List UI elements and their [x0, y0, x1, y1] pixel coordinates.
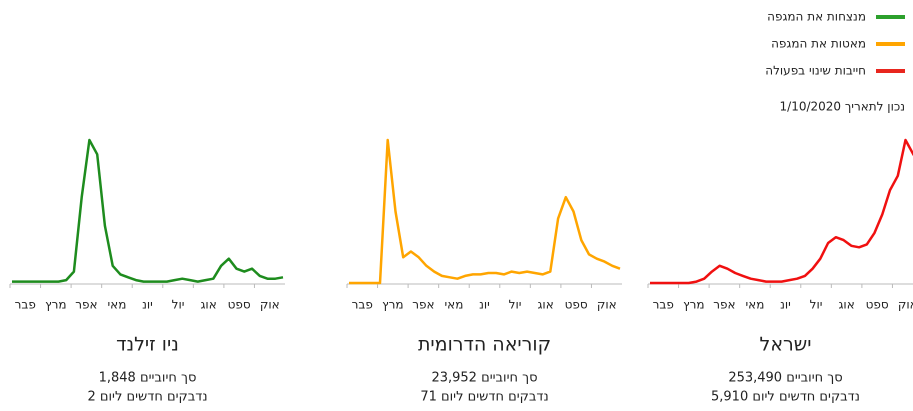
data-line [12, 138, 284, 283]
chart-title: קוריאה הדרומית [418, 334, 551, 356]
total-cases: סך חיוביים 23,952 [431, 371, 537, 386]
x-tick-label: אפר [713, 298, 735, 312]
x-tick-label: אוק [597, 298, 617, 312]
chart-title: ישראל [760, 334, 812, 356]
x-tick-label: אוק [260, 298, 280, 312]
total-cases: סך חיוביים 1,848 [99, 371, 197, 386]
daily-cases: נדבקים חדשים ליום 5,910 [711, 390, 860, 405]
x-tick-label: אוק [898, 298, 913, 312]
x-tick-label: יול [172, 298, 185, 312]
x-tick-label: יול [810, 298, 823, 312]
data-line [650, 138, 913, 285]
data-line [349, 138, 621, 285]
x-tick-label: מרץ [683, 298, 704, 312]
x-tick-label: מאי [108, 298, 127, 312]
x-tick-label: מרץ [45, 298, 66, 312]
x-tick-label: ספט [228, 298, 251, 312]
as-of-note: נכון לתאריך 1/10/2020 [780, 100, 905, 114]
x-tick-label: פבר [653, 298, 674, 312]
x-tick-label: פבר [352, 298, 373, 312]
total-cases: סך חיוביים 253,490 [728, 371, 842, 386]
x-tick-label: יונ [142, 298, 153, 312]
x-tick-label: מאי [746, 298, 765, 312]
chart-title: ניו זילנד [116, 334, 179, 356]
daily-cases: נדבקים חדשים ליום 71 [420, 390, 548, 405]
x-tick-label: יול [509, 298, 522, 312]
x-tick-label: אפר [412, 298, 434, 312]
x-tick-label: יונ [780, 298, 791, 312]
x-tick-label: מרץ [382, 298, 403, 312]
x-tick-label: אוג [200, 298, 216, 312]
daily-cases: נדבקים חדשים ליום 2 [87, 390, 207, 405]
x-tick-label: יונ [479, 298, 490, 312]
x-tick-label: פבר [15, 298, 36, 312]
legend-label: חייבות שינוי בפעולה [765, 64, 866, 78]
x-tick-label: ספט [565, 298, 588, 312]
x-tick-label: אוג [537, 298, 553, 312]
x-tick-label: אפר [75, 298, 97, 312]
x-tick-label: מאי [445, 298, 464, 312]
legend-label: מאטות את המגפה [771, 37, 866, 51]
x-tick-label: ספט [866, 298, 889, 312]
legend-label: מנצחות את המגפה [767, 10, 866, 24]
x-tick-label: אוג [838, 298, 854, 312]
